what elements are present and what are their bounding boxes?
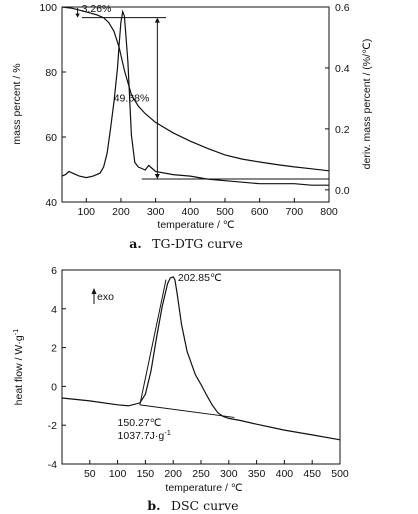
x-tick-label: 250 xyxy=(192,468,210,480)
y-axis-label-b-text: heat flow / W·g xyxy=(13,335,25,405)
dsc-curve xyxy=(61,276,341,441)
y-tick-label: -2 xyxy=(48,420,57,432)
enthalpy-label: 1037.7J·g-1 xyxy=(118,428,171,442)
x-tick-label: 300 xyxy=(220,468,238,480)
dsc-baseline xyxy=(139,404,235,418)
caption-b-text: DSC curve xyxy=(171,498,239,513)
dtg-curve xyxy=(61,9,329,186)
y-axis-label-b-sup: -1 xyxy=(11,329,20,336)
y-axis-right-label-a: deriv. mass percent / (%/℃) xyxy=(361,39,373,170)
y-axis-label-b: heat flow / W·g-1 xyxy=(11,329,25,406)
y-right-tick-label: 0.2 xyxy=(335,124,350,136)
x-axis-ticks-a: 100 200 300 400 500 600 700 800 xyxy=(78,198,338,218)
caption-a-text: TG-DTG curve xyxy=(152,236,243,251)
y-tick-label: 6 xyxy=(51,265,57,277)
x-tick-label: 800 xyxy=(320,206,338,218)
plot-frame-a xyxy=(61,6,330,203)
onset-label: 150.27℃ xyxy=(118,417,162,429)
dsc-chart: 50 100 150 200 250 300 350 400 450 500 -4 -2 0 2 4 6 t… xyxy=(11,265,349,514)
enthalpy-label-text: 1037.7J·g xyxy=(118,430,165,442)
x-tick-label: 600 xyxy=(251,206,269,218)
step1-arrowhead xyxy=(75,13,80,18)
peak-label: 202.85℃ xyxy=(178,272,222,284)
x-tick-label: 450 xyxy=(303,468,321,480)
y-tick-label: 40 xyxy=(45,197,57,209)
step1-label: 3.26% xyxy=(82,3,112,15)
x-tick-label: 400 xyxy=(182,206,200,218)
step2-arrowhead-bottom xyxy=(154,174,160,180)
caption-a: a. TG-DTG curve xyxy=(129,235,243,252)
exo-arrowhead xyxy=(91,288,97,294)
x-tick-label: 300 xyxy=(147,206,165,218)
x-tick-label: 200 xyxy=(112,206,130,218)
y-tick-label: -4 xyxy=(48,459,57,471)
caption-a-letter: a. xyxy=(129,236,141,251)
x-tick-label: 150 xyxy=(137,468,155,480)
x-tick-label: 700 xyxy=(286,206,304,218)
y-tick-label: 80 xyxy=(45,67,57,79)
step2-arrowhead-top xyxy=(154,17,160,23)
y-axis-right-ticks-a: 0.0 0.2 0.4 0.6 xyxy=(325,2,350,197)
y-right-tick-label: 0.0 xyxy=(335,185,350,197)
exo-label: exo xyxy=(97,291,114,303)
x-tick-label: 100 xyxy=(78,206,96,218)
y-axis-ticks-b: -4 -2 0 2 4 6 xyxy=(48,265,66,471)
dsc-onset-tangent xyxy=(139,279,167,405)
y-tick-label: 0 xyxy=(51,381,57,393)
y-tick-label: 100 xyxy=(39,2,57,14)
caption-b: b. DSC curve xyxy=(147,497,238,514)
x-axis-ticks-b: 50 100 150 200 250 300 350 400 450 500 xyxy=(84,460,349,480)
y-tick-label: 2 xyxy=(51,343,57,355)
y-right-tick-label: 0.4 xyxy=(335,63,350,75)
x-tick-label: 400 xyxy=(276,468,294,480)
caption-b-letter: b. xyxy=(147,498,160,513)
y-tick-label: 60 xyxy=(45,132,57,144)
x-tick-label: 50 xyxy=(84,468,96,480)
x-axis-label-b: temperature / ℃ xyxy=(165,482,242,494)
y-right-tick-label: 0.6 xyxy=(335,2,350,14)
x-tick-label: 500 xyxy=(216,206,234,218)
tg-curve xyxy=(61,6,330,172)
x-axis-label-a: temperature / ℃ xyxy=(157,219,234,231)
x-tick-label: 350 xyxy=(248,468,266,480)
x-tick-label: 500 xyxy=(331,468,349,480)
y-axis-label-a: mass percent / % xyxy=(11,63,23,144)
step2-label: 49.68% xyxy=(114,92,150,104)
x-tick-label: 100 xyxy=(109,468,127,480)
y-tick-label: 4 xyxy=(51,304,57,316)
x-tick-label: 200 xyxy=(164,468,182,480)
enthalpy-label-sup: -1 xyxy=(164,428,171,437)
